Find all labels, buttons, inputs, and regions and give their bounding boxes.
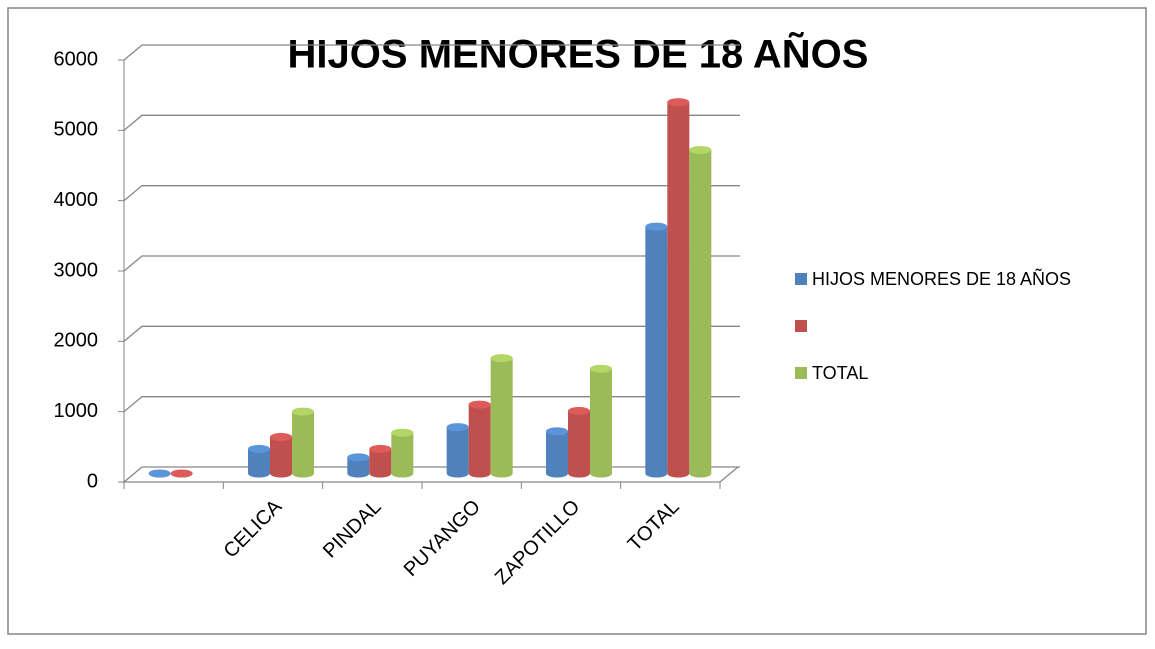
bar-top (568, 406, 590, 415)
grid-line (123, 325, 740, 342)
bar-top (248, 444, 270, 453)
legend-label: HIJOS MENORES DE 18 AÑOS (812, 268, 1071, 289)
bar-top (148, 469, 171, 478)
bar-body (490, 358, 513, 478)
bar (590, 364, 612, 478)
bar-body (270, 436, 292, 478)
bar (468, 400, 491, 478)
bar (568, 406, 590, 478)
bar-top (292, 407, 314, 416)
bar (546, 427, 568, 478)
legend-swatch (795, 320, 807, 332)
bar (391, 428, 414, 478)
bar (248, 444, 270, 478)
y-tick-label: 0 (87, 470, 98, 492)
bar-top (446, 423, 469, 432)
grid-line (123, 114, 740, 131)
bar-top (391, 428, 414, 437)
bar-top (369, 444, 392, 453)
bar (347, 453, 370, 478)
bar (689, 145, 712, 478)
grid-line (123, 396, 740, 413)
bar-top (490, 354, 513, 363)
bar (490, 354, 513, 478)
bar (369, 444, 392, 478)
bar (270, 432, 292, 478)
bar-top (468, 400, 491, 409)
bar-body (391, 432, 414, 478)
bar (667, 98, 690, 478)
grid-line (123, 44, 740, 61)
bar (645, 222, 668, 478)
bar-body (468, 404, 491, 478)
bar-top (347, 453, 370, 462)
y-tick-label: 3000 (54, 259, 99, 281)
grid-line (123, 255, 740, 272)
grid-line (123, 466, 740, 483)
bar-body (347, 457, 370, 478)
bar-body (446, 427, 469, 478)
y-tick-label: 6000 (54, 48, 99, 70)
legend-swatch (795, 367, 807, 379)
bar (292, 407, 314, 478)
chart-border (7, 7, 1147, 635)
bar-body (689, 149, 712, 478)
bar-body (292, 411, 314, 478)
bar-top (689, 145, 712, 154)
bar-body (248, 448, 270, 478)
y-tick-label: 1000 (54, 400, 99, 422)
bar-body (546, 431, 568, 478)
bar-top (170, 469, 193, 478)
bar-body (369, 448, 392, 478)
y-tick-label: 2000 (54, 330, 99, 352)
bar (170, 469, 193, 478)
bar-top (546, 427, 568, 436)
bar-top (590, 364, 612, 373)
grid-line (123, 185, 740, 202)
bar-top (270, 432, 292, 441)
bar-body (645, 226, 668, 478)
legend-swatch (795, 273, 807, 285)
legend-label: TOTAL (812, 363, 868, 383)
bar (148, 469, 171, 478)
bar-body (590, 368, 612, 478)
bar-top (645, 222, 668, 231)
bar-body (568, 410, 590, 478)
bar-body (667, 102, 690, 478)
bar (446, 423, 469, 478)
y-tick-label: 5000 (54, 119, 99, 141)
bar-top (667, 98, 690, 107)
y-tick-label: 4000 (54, 189, 99, 211)
chart-title: HIJOS MENORES DE 18 AÑOS (288, 31, 869, 77)
